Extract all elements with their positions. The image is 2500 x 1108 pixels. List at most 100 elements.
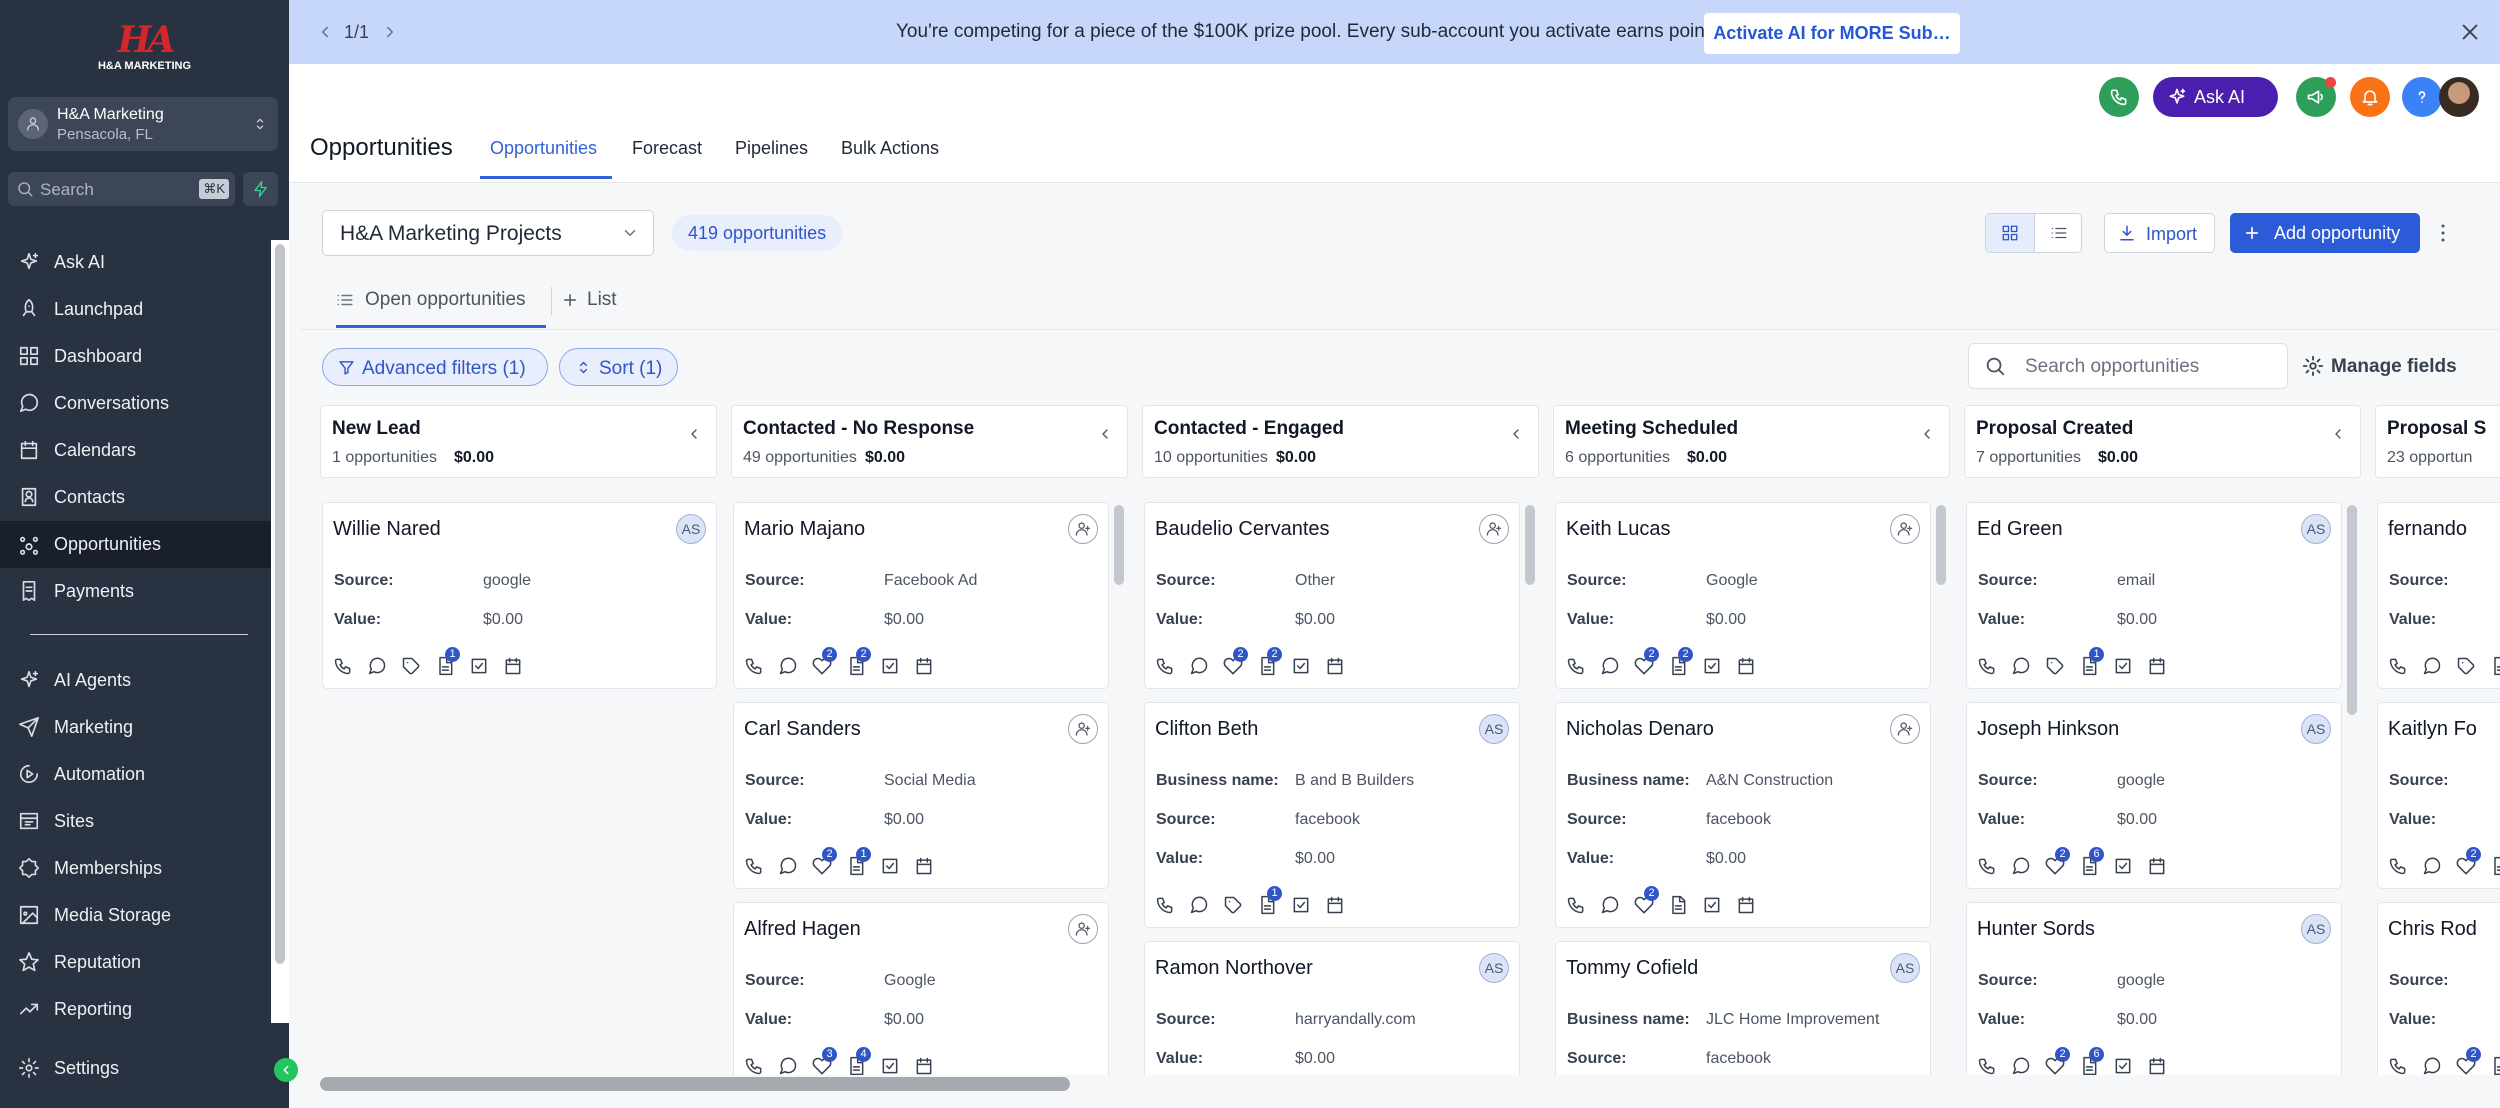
card-action[interactable] (2011, 856, 2031, 876)
call-button[interactable] (2099, 77, 2139, 117)
stage-collapse[interactable] (2330, 426, 2348, 444)
card-action[interactable] (2147, 656, 2167, 676)
card-action[interactable] (914, 1056, 934, 1075)
card-action[interactable] (880, 656, 900, 676)
opportunity-card[interactable]: Ramon Northover AS Source: harryandally.com… (1144, 941, 1520, 1075)
pipeline-select[interactable]: H&A Marketing Projects (322, 210, 654, 256)
nav-item[interactable]: Memberships (0, 845, 271, 892)
card-action[interactable] (1736, 895, 1756, 915)
header-tab[interactable]: Opportunities (490, 138, 598, 158)
opportunity-card[interactable]: Joseph Hinkson AS Source: google Value: $0.00… (1966, 702, 2342, 889)
card-action[interactable] (2147, 1056, 2167, 1075)
card-action[interactable] (1600, 656, 1620, 676)
card-action[interactable]: 2 (812, 847, 837, 876)
card-action[interactable] (744, 856, 764, 876)
opportunity-card[interactable]: Tommy Cofield AS Business name: JLC Home Im… (1555, 941, 1931, 1075)
card-action[interactable]: 2 (2045, 847, 2070, 876)
card-action[interactable] (2011, 656, 2031, 676)
banner-close[interactable] (2459, 21, 2481, 43)
card-action[interactable] (2422, 1056, 2442, 1075)
card-action[interactable] (744, 1056, 764, 1075)
card-action[interactable]: 2 (1668, 647, 1693, 676)
opportunity-card[interactable]: Ed Green AS Source: email Value: $0.00 1 (1966, 502, 2342, 689)
nav-item[interactable]: Media Storage (0, 892, 271, 939)
nav-item[interactable]: Sites (0, 798, 271, 845)
card-action[interactable] (1702, 656, 1722, 676)
card-action[interactable] (1325, 895, 1345, 915)
card-action[interactable]: 1 (846, 847, 871, 876)
announcements-button[interactable] (2296, 77, 2336, 117)
card-action[interactable] (469, 656, 489, 676)
card-action[interactable] (367, 656, 387, 676)
card-action[interactable]: 3 (812, 1047, 837, 1075)
card-action[interactable] (744, 656, 764, 676)
card-action[interactable] (1702, 895, 1722, 915)
sort-button[interactable]: Sort (1) (559, 348, 678, 386)
card-action[interactable] (2011, 1056, 2031, 1075)
card-action[interactable] (1155, 895, 1175, 915)
card-action[interactable]: 1 (435, 647, 460, 676)
card-action[interactable]: 2 (846, 647, 871, 676)
header-tab[interactable]: Bulk Actions (841, 138, 940, 158)
card-action[interactable] (1977, 656, 1997, 676)
stage-collapse[interactable] (1919, 426, 1937, 444)
card-action[interactable] (914, 856, 934, 876)
nav-item[interactable]: Contacts (0, 474, 271, 521)
card-action[interactable] (1155, 656, 1175, 676)
card-action[interactable] (2490, 656, 2500, 676)
search-opportunities[interactable]: Search opportunities (1968, 343, 2288, 389)
quick-action-button[interactable] (243, 172, 278, 206)
card-action[interactable] (1566, 895, 1586, 915)
card-action[interactable]: 2 (1223, 647, 1248, 676)
nav-item[interactable]: Dashboard (0, 333, 271, 380)
card-action[interactable] (2113, 656, 2133, 676)
card-action[interactable] (1736, 656, 1756, 676)
header-tab[interactable]: Pipelines (735, 138, 809, 158)
assign-owner[interactable] (1890, 514, 1920, 544)
list-view-button[interactable] (2034, 214, 2081, 252)
card-action[interactable] (503, 656, 523, 676)
nav-item[interactable]: Calendars (0, 427, 271, 474)
card-action[interactable] (778, 656, 798, 676)
card-action[interactable]: 2 (2456, 1047, 2481, 1075)
opportunity-card[interactable]: Chris Rod Source: Value: 22 (2377, 902, 2500, 1075)
card-action[interactable]: 6 (2079, 1047, 2104, 1075)
stage-collapse[interactable] (686, 426, 704, 444)
card-action[interactable]: 1 (1257, 886, 1282, 915)
nav-item[interactable]: AI Agents (0, 657, 271, 704)
opportunity-card[interactable]: Nicholas Denaro Business name: A&N Constru… (1555, 702, 1931, 928)
card-action[interactable] (1977, 1056, 1997, 1075)
nav-item[interactable]: Automation (0, 751, 271, 798)
card-action[interactable] (1566, 656, 1586, 676)
card-action[interactable] (2388, 656, 2408, 676)
card-action[interactable]: 4 (846, 1047, 871, 1075)
card-action[interactable] (1189, 656, 1209, 676)
card-action[interactable]: 2 (2490, 1056, 2500, 1075)
card-action[interactable] (880, 1056, 900, 1075)
opportunity-card[interactable]: Willie Nared AS Source: google Value: $0.00 1 (322, 502, 717, 689)
card-action[interactable] (2113, 1056, 2133, 1075)
ask-ai-button[interactable]: Ask AI (2153, 77, 2278, 117)
notifications-button[interactable] (2350, 77, 2390, 117)
card-action[interactable]: 2 (1634, 647, 1659, 676)
card-action[interactable] (778, 856, 798, 876)
card-action[interactable] (2422, 656, 2442, 676)
card-action[interactable] (914, 656, 934, 676)
card-action[interactable] (333, 656, 353, 676)
nav-item[interactable]: Marketing (0, 704, 271, 751)
board-view-button[interactable] (1986, 214, 2034, 252)
card-action[interactable] (1291, 895, 1311, 915)
stage-collapse[interactable] (1097, 426, 1115, 444)
nav-item[interactable]: Settings (0, 1045, 271, 1092)
header-tab[interactable]: Forecast (632, 138, 703, 158)
card-action[interactable] (2147, 856, 2167, 876)
card-action[interactable] (2456, 656, 2476, 676)
collapse-sidebar-button[interactable] (274, 1058, 298, 1082)
card-action[interactable] (1291, 656, 1311, 676)
card-action[interactable] (1223, 895, 1243, 915)
card-action[interactable] (2422, 856, 2442, 876)
assign-owner[interactable] (1068, 514, 1098, 544)
card-action[interactable] (2388, 1056, 2408, 1075)
card-action[interactable] (1189, 895, 1209, 915)
nav-item[interactable]: Reporting (0, 986, 271, 1033)
